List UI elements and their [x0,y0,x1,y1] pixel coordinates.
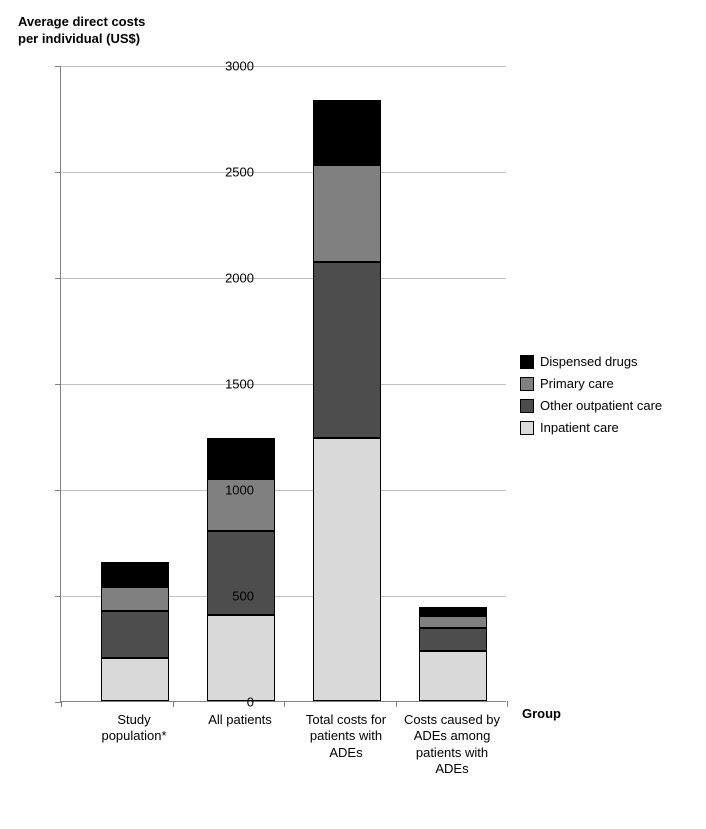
y-axis-title-line2: per individual (US$) [18,31,140,46]
x-tick-label: Costs caused byADEs amongpatients withAD… [398,712,506,777]
bar-segment-inpatient [313,438,381,701]
bar-segment-dispensed [419,607,487,617]
y-tick-label: 500 [214,589,254,604]
y-tick-mark [55,172,61,173]
y-tick-mark [55,490,61,491]
legend-swatch-icon [520,355,534,369]
x-tick-mark [61,701,62,707]
gridline [61,490,506,491]
bar-segment-dispensed [207,438,275,479]
x-tick-mark [396,701,397,707]
gridline [61,384,506,385]
legend-swatch-icon [520,377,534,391]
x-tick-mark [284,701,285,707]
y-tick-mark [55,384,61,385]
bar-segment-primary [313,165,381,263]
chart-container: Average direct costs per individual (US$… [0,0,706,829]
y-tick-mark [55,66,61,67]
gridline [61,172,506,173]
x-tick-label: Total costs forpatients withADEs [292,712,400,761]
y-tick-mark [55,278,61,279]
y-tick-label: 2500 [214,165,254,180]
bar-segment-dispensed [101,562,169,586]
gridline [61,278,506,279]
y-tick-label: 3000 [214,59,254,74]
legend-label: Primary care [540,376,614,391]
bar-segment-other_outpatient [313,262,381,438]
x-axis-title: Group [522,706,561,721]
bar-segment-primary [101,587,169,611]
legend-label: Inpatient care [540,420,619,435]
y-tick-label: 1000 [214,483,254,498]
legend-item-primary: Primary care [520,376,662,391]
bar-segment-inpatient [101,658,169,701]
bar-segment-inpatient [419,651,487,701]
legend: Dispensed drugs Primary care Other outpati… [520,354,662,442]
bar-segment-other_outpatient [419,628,487,651]
bar-segment-other_outpatient [101,611,169,658]
bar-segment-dispensed [313,100,381,165]
y-tick-label: 2000 [214,271,254,286]
y-axis-title-line1: Average direct costs [18,14,145,29]
x-tick-mark [173,701,174,707]
bar-segment-inpatient [207,615,275,701]
plot-area [60,66,506,702]
y-tick-label: 1500 [214,377,254,392]
y-tick-label: 0 [214,695,254,710]
legend-label: Dispensed drugs [540,354,638,369]
legend-item-inpatient: Inpatient care [520,420,662,435]
legend-item-other_outpatient: Other outpatient care [520,398,662,413]
x-tick-label: Studypopulation* [80,712,188,745]
bar-segment-primary [419,616,487,628]
legend-item-dispensed: Dispensed drugs [520,354,662,369]
y-tick-mark [55,596,61,597]
x-tick-mark [507,701,508,707]
gridline [61,66,506,67]
legend-label: Other outpatient care [540,398,662,413]
y-axis-title: Average direct costs per individual (US$… [18,14,145,48]
legend-swatch-icon [520,399,534,413]
legend-swatch-icon [520,421,534,435]
x-tick-label: All patients [186,712,294,728]
